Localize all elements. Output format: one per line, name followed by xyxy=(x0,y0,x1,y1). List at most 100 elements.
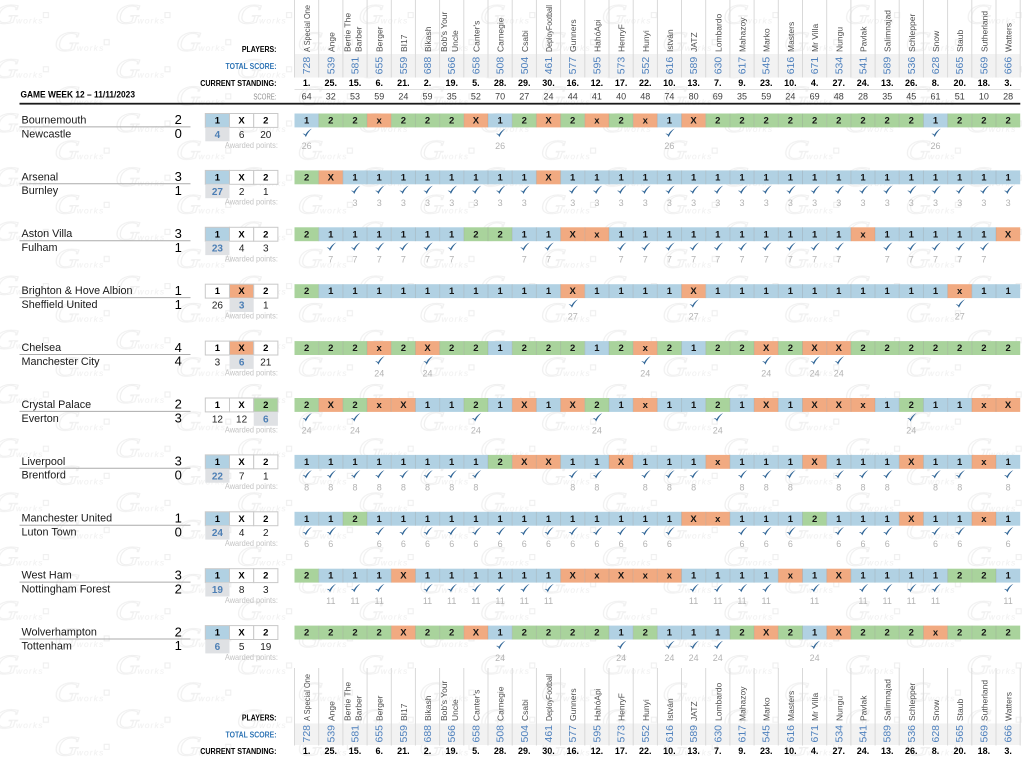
svg-text:1: 1 xyxy=(933,571,939,582)
svg-text:3: 3 xyxy=(473,198,478,208)
svg-text:Schlepper: Schlepper xyxy=(907,14,917,52)
svg-text:1: 1 xyxy=(377,286,383,297)
svg-text:Masters: Masters xyxy=(786,22,796,52)
svg-text:2: 2 xyxy=(860,628,865,639)
svg-text:13.: 13. xyxy=(687,78,700,88)
svg-text:688: 688 xyxy=(422,57,434,75)
svg-text:x: x xyxy=(957,286,963,297)
svg-text:Snow: Snow xyxy=(931,699,941,721)
svg-text:21.: 21. xyxy=(397,746,410,756)
svg-text:27.: 27. xyxy=(833,78,846,88)
svg-text:7: 7 xyxy=(885,255,890,265)
svg-text:1: 1 xyxy=(546,286,552,297)
svg-text:1: 1 xyxy=(594,343,600,354)
svg-text:23.: 23. xyxy=(760,78,773,88)
svg-text:1: 1 xyxy=(739,514,745,525)
svg-text:1: 1 xyxy=(328,571,334,582)
svg-text:1: 1 xyxy=(328,457,334,468)
svg-text:1: 1 xyxy=(933,457,939,468)
svg-text:1: 1 xyxy=(263,187,269,198)
svg-text:24: 24 xyxy=(422,369,432,379)
svg-text:1: 1 xyxy=(836,172,842,183)
svg-text:2: 2 xyxy=(812,116,817,127)
svg-text:1: 1 xyxy=(497,514,503,525)
svg-text:24: 24 xyxy=(495,653,505,663)
svg-text:1: 1 xyxy=(546,400,552,411)
svg-text:Manchester United: Manchester United xyxy=(22,513,113,525)
svg-text:13.: 13. xyxy=(687,746,700,756)
svg-text:595: 595 xyxy=(591,57,603,75)
svg-text:1: 1 xyxy=(449,172,455,183)
svg-text:1: 1 xyxy=(957,172,963,183)
svg-text:8: 8 xyxy=(885,482,890,492)
svg-text:Crystal Palace: Crystal Palace xyxy=(22,399,92,411)
svg-text:2: 2 xyxy=(909,400,914,411)
svg-text:3.: 3. xyxy=(1004,78,1012,88)
svg-text:1: 1 xyxy=(449,514,455,525)
svg-text:2: 2 xyxy=(739,343,744,354)
svg-text:2: 2 xyxy=(473,400,478,411)
svg-text:24.: 24. xyxy=(857,746,870,756)
svg-text:11: 11 xyxy=(883,596,892,606)
svg-text:11: 11 xyxy=(689,596,698,606)
svg-text:1: 1 xyxy=(933,172,939,183)
svg-text:26.: 26. xyxy=(905,78,918,88)
svg-text:1: 1 xyxy=(473,286,479,297)
svg-text:35: 35 xyxy=(737,91,747,101)
svg-text:658: 658 xyxy=(470,725,482,743)
svg-text:X: X xyxy=(238,571,245,582)
svg-text:24: 24 xyxy=(398,91,408,101)
svg-text:569: 569 xyxy=(978,725,990,743)
svg-text:X: X xyxy=(836,343,843,354)
svg-text:X: X xyxy=(400,571,407,582)
svg-text:30.: 30. xyxy=(542,746,555,756)
svg-text:7: 7 xyxy=(449,255,454,265)
svg-text:7: 7 xyxy=(425,255,430,265)
svg-text:1: 1 xyxy=(812,172,818,183)
svg-text:7: 7 xyxy=(239,471,245,482)
svg-text:11: 11 xyxy=(907,596,916,606)
svg-text:728: 728 xyxy=(301,725,313,743)
svg-text:2: 2 xyxy=(263,457,268,468)
svg-text:617: 617 xyxy=(737,725,749,743)
svg-text:Aston Villa: Aston Villa xyxy=(22,228,73,240)
svg-text:589: 589 xyxy=(688,725,700,743)
svg-text:Staub: Staub xyxy=(955,30,965,52)
svg-text:Awarded points:: Awarded points: xyxy=(225,254,278,264)
svg-text:2: 2 xyxy=(449,116,454,127)
svg-text:0: 0 xyxy=(175,468,182,483)
svg-text:2: 2 xyxy=(764,116,769,127)
svg-text:1: 1 xyxy=(739,400,745,411)
svg-text:20: 20 xyxy=(260,130,272,141)
svg-text:8: 8 xyxy=(239,585,245,596)
svg-text:Watters: Watters xyxy=(1004,692,1014,721)
svg-text:2: 2 xyxy=(263,343,268,354)
svg-text:24.: 24. xyxy=(857,78,870,88)
svg-text:24: 24 xyxy=(350,425,360,435)
svg-text:2: 2 xyxy=(473,229,478,240)
svg-text:1: 1 xyxy=(981,286,987,297)
svg-text:2: 2 xyxy=(304,628,309,639)
svg-text:11: 11 xyxy=(350,596,359,606)
svg-text:7: 7 xyxy=(619,255,624,265)
svg-text:1: 1 xyxy=(175,183,182,198)
svg-text:80: 80 xyxy=(689,91,699,101)
svg-text:Awarded points:: Awarded points: xyxy=(225,481,278,491)
svg-text:3: 3 xyxy=(739,198,744,208)
svg-text:Mr Villa: Mr Villa xyxy=(810,693,820,721)
svg-text:16.: 16. xyxy=(566,746,579,756)
svg-text:1: 1 xyxy=(788,457,794,468)
svg-text:1: 1 xyxy=(764,514,770,525)
svg-text:1: 1 xyxy=(215,571,221,582)
svg-text:1: 1 xyxy=(546,229,552,240)
svg-text:616: 616 xyxy=(785,725,797,743)
svg-text:2: 2 xyxy=(304,343,309,354)
svg-text:1: 1 xyxy=(328,286,334,297)
svg-text:630: 630 xyxy=(712,57,724,75)
svg-text:Arsenal: Arsenal xyxy=(22,171,59,183)
svg-text:2: 2 xyxy=(643,628,648,639)
svg-text:1: 1 xyxy=(497,172,503,183)
svg-text:3: 3 xyxy=(239,301,245,312)
svg-text:4: 4 xyxy=(239,528,245,539)
svg-text:11: 11 xyxy=(1003,596,1012,606)
